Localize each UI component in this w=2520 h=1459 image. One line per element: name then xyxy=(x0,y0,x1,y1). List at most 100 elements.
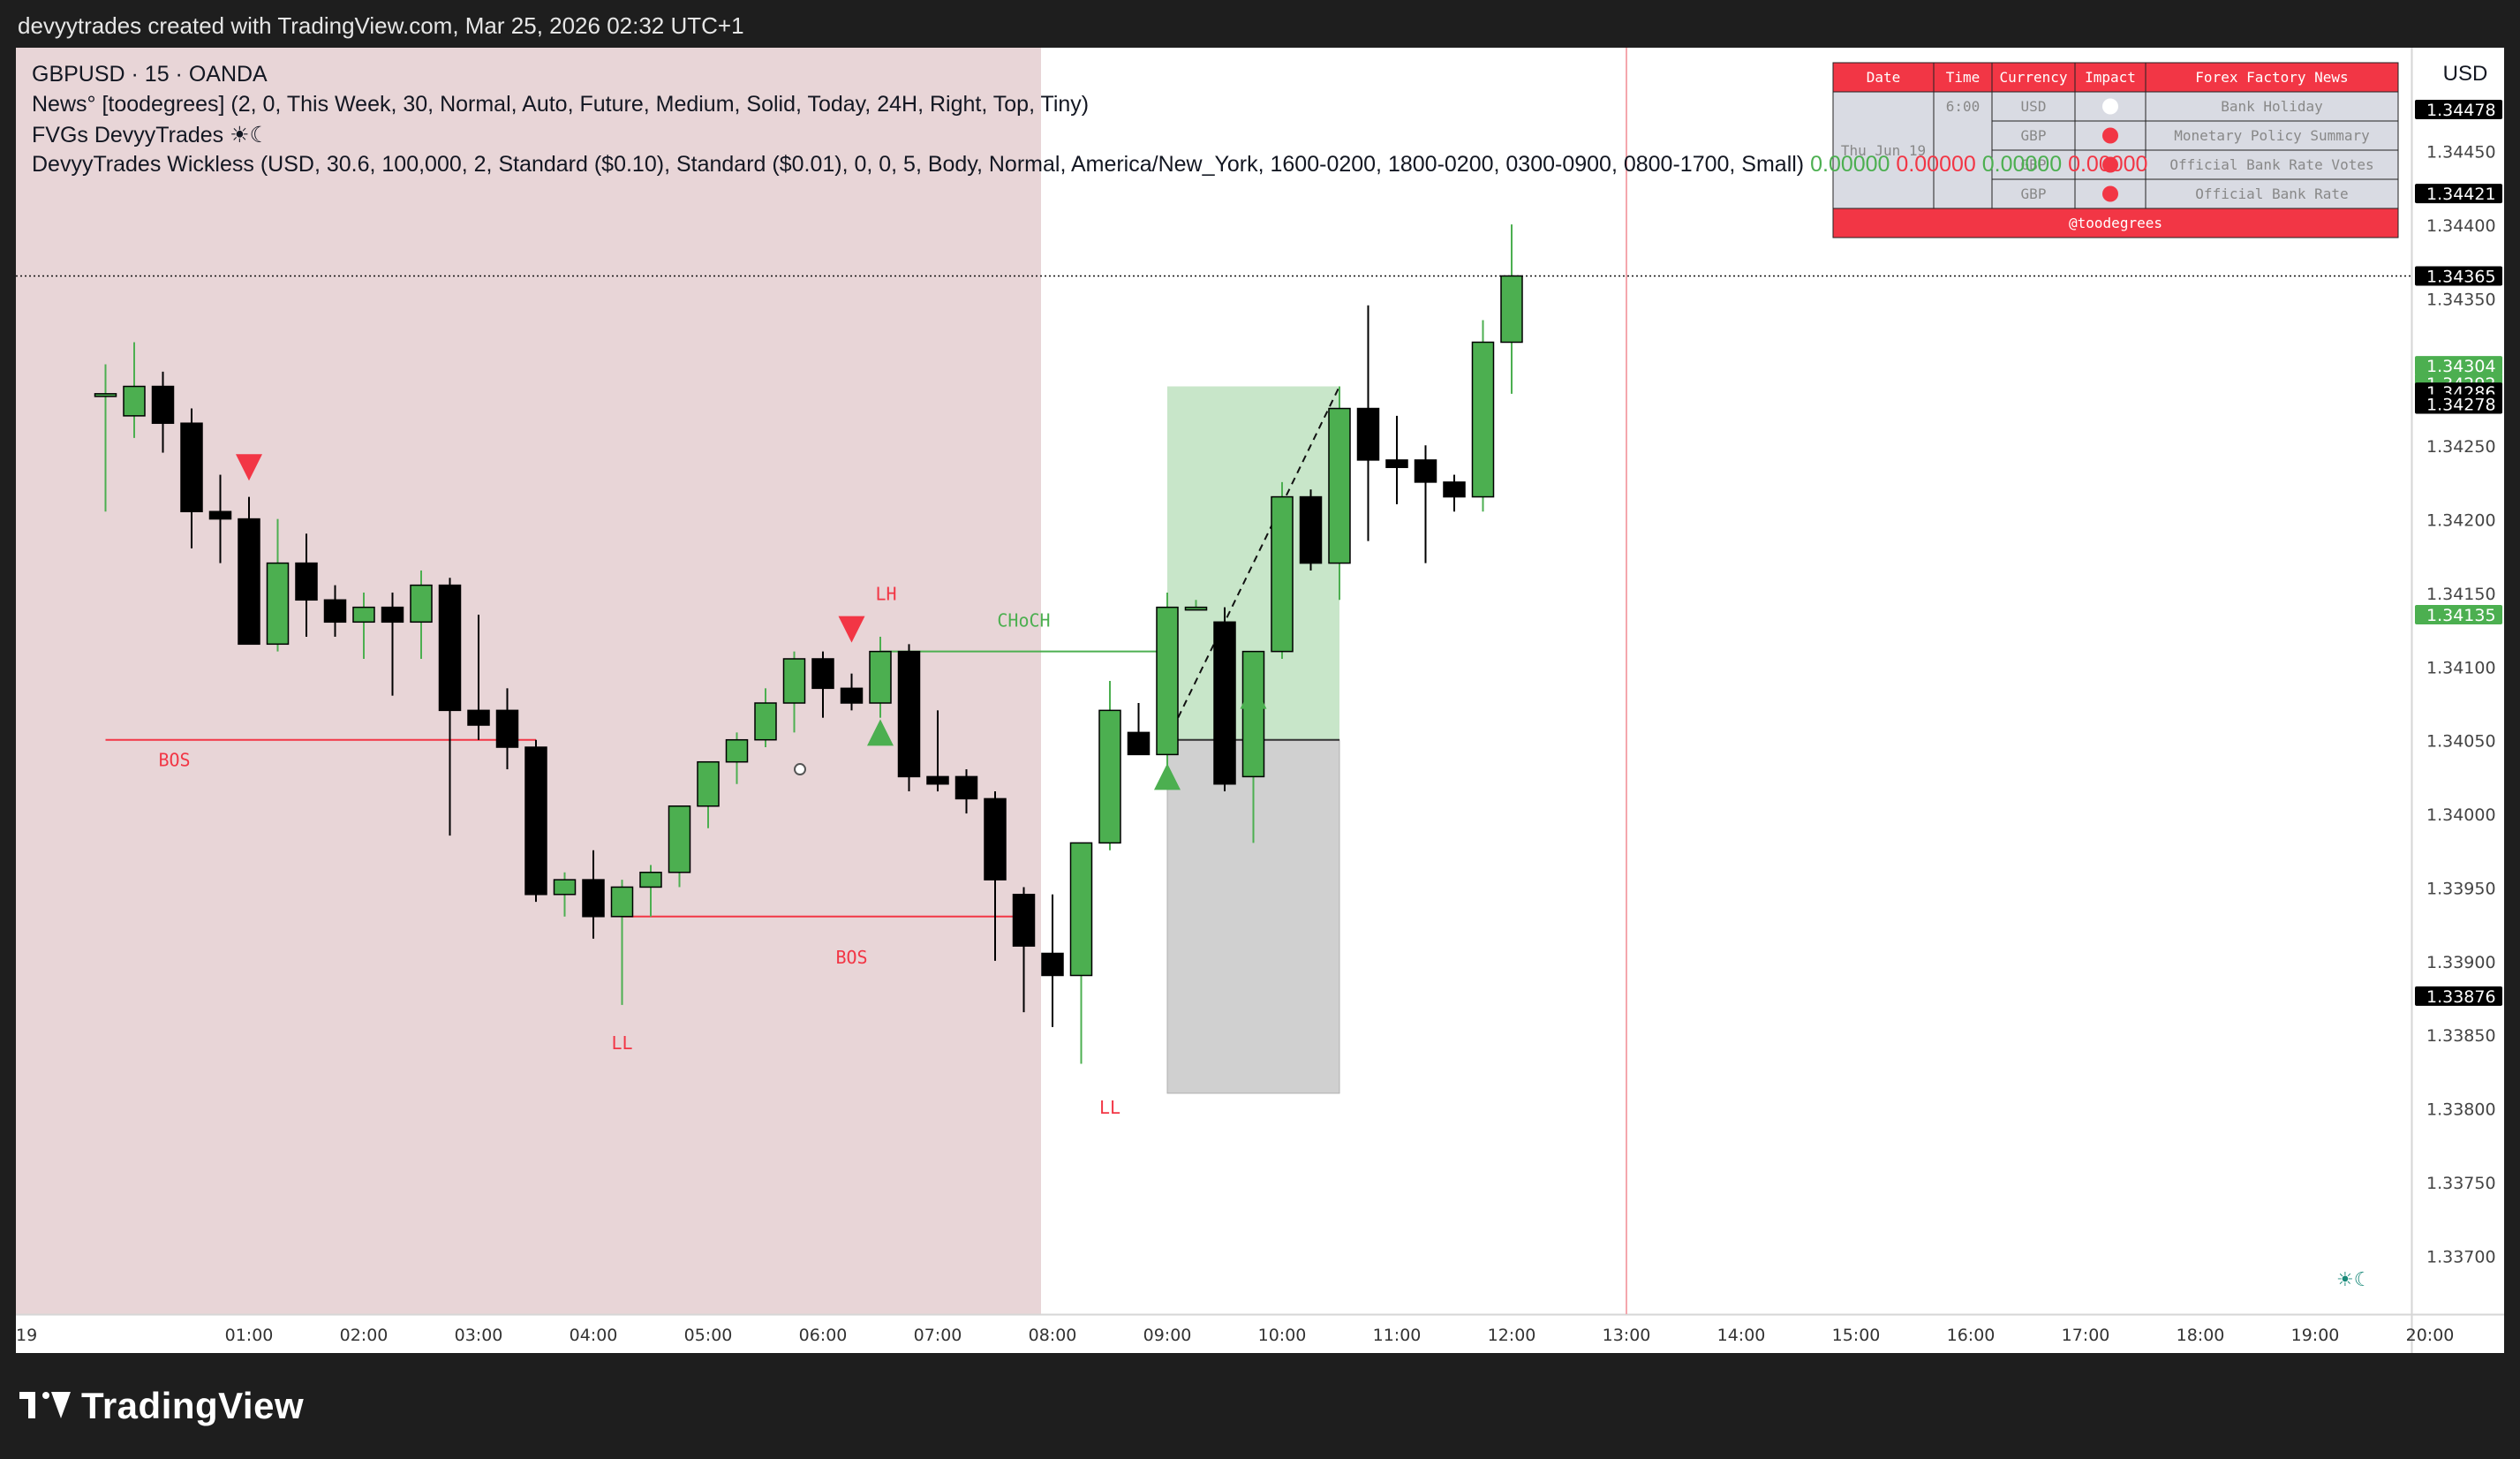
candle-body[interactable] xyxy=(582,879,605,918)
candle-body[interactable] xyxy=(553,879,577,896)
candle-body[interactable] xyxy=(1471,341,1495,498)
candle-body[interactable] xyxy=(1500,275,1523,344)
candle-body[interactable] xyxy=(840,687,864,704)
candle-body[interactable] xyxy=(897,650,921,778)
price-label-text: 1.34421 xyxy=(2426,185,2496,204)
legend-values: 0.00000 0.00000 0.00000 0.00000 xyxy=(1810,152,2147,177)
candle-body[interactable] xyxy=(1356,407,1380,461)
sell-signal-arrow xyxy=(236,454,262,481)
candle-body[interactable] xyxy=(1414,459,1437,483)
price-label-text: 1.34135 xyxy=(2426,606,2496,625)
news-table-header-text: Impact xyxy=(2085,69,2136,86)
candle-body[interactable] xyxy=(1385,459,1408,468)
candle-body[interactable] xyxy=(238,518,260,646)
legend-wickless-text: DevyyTrades Wickless (USD, 30.6, 100,000… xyxy=(32,152,1805,177)
candle-body[interactable] xyxy=(697,760,720,807)
candle-body[interactable] xyxy=(610,886,634,918)
candle-body[interactable] xyxy=(1069,842,1093,977)
y-tick-label: 1.34150 xyxy=(2426,585,2496,604)
candle-body[interactable] xyxy=(151,385,175,424)
candle-body[interactable] xyxy=(1299,495,1323,564)
y-tick-label: 1.33750 xyxy=(2426,1174,2496,1193)
candle-body[interactable] xyxy=(295,562,318,601)
chart-canvas[interactable]: BOS BOS CHoCH LH LL LL 1.33700 1.33750 1.33800 1.… xyxy=(16,48,2504,1353)
impact-dot-icon xyxy=(2102,127,2118,144)
candle-body[interactable] xyxy=(381,606,404,624)
y-tick-label: 1.33800 xyxy=(2426,1100,2496,1120)
x-tick-label: 19:00 xyxy=(2291,1326,2340,1345)
legend-news-indicator[interactable]: News° [toodegrees] (2, 0, This Week, 30,… xyxy=(32,92,1090,117)
y-tick-label: 1.33950 xyxy=(2426,879,2496,898)
tradingview-logo: TradingView xyxy=(19,1385,304,1427)
legend-fvg-indicator[interactable]: FVGs DevyyTrades ☀☾ xyxy=(32,123,269,147)
y-tick-label: 1.33700 xyxy=(2426,1247,2496,1266)
candle-body[interactable] xyxy=(1041,952,1064,977)
candle-body[interactable] xyxy=(1184,606,1208,611)
y-tick-label: 1.34050 xyxy=(2426,732,2496,752)
candle-body[interactable] xyxy=(639,872,662,888)
candle-body[interactable] xyxy=(352,606,375,624)
candle-body[interactable] xyxy=(94,393,117,397)
y-tick-label: 1.34000 xyxy=(2426,805,2496,825)
x-tick-label: 02:00 xyxy=(340,1326,389,1345)
candle-body[interactable] xyxy=(410,584,433,624)
structure-label-bos: BOS xyxy=(835,947,867,968)
y-tick-label: 1.34250 xyxy=(2426,437,2496,457)
bottom-bar xyxy=(0,1353,2520,1459)
candle-body[interactable] xyxy=(869,650,892,704)
news-table-currency-text: USD xyxy=(2021,98,2047,115)
candle-body[interactable] xyxy=(782,658,806,704)
news-table-event-text: Official Bank Rate xyxy=(2195,185,2348,202)
x-tick-label: 12:00 xyxy=(1488,1326,1536,1345)
candle-body[interactable] xyxy=(524,746,547,896)
buy-signal-arrow xyxy=(867,719,894,746)
news-table-time-text: 6:00 xyxy=(1946,98,1981,115)
legend-wickless-indicator[interactable]: DevyyTrades Wickless (USD, 30.6, 100,000… xyxy=(32,152,2147,178)
currency-button[interactable]: USD xyxy=(2442,62,2488,86)
candle-body[interactable] xyxy=(123,385,146,417)
candle-body[interactable] xyxy=(1012,894,1036,947)
news-table-cell xyxy=(1991,91,2076,122)
candle-body[interactable] xyxy=(266,562,290,646)
candle-body[interactable] xyxy=(1328,407,1351,564)
news-table-header-cell xyxy=(2145,62,2399,93)
candle-body[interactable] xyxy=(1156,606,1179,756)
candle-body[interactable] xyxy=(725,738,749,763)
news-table-cell xyxy=(2145,149,2399,180)
candle-body[interactable] xyxy=(208,510,232,520)
candle-body[interactable] xyxy=(1098,709,1121,844)
chart-frame[interactable]: BOS BOS CHoCH LH LL LL 1.33700 1.33750 1.33800 1.… xyxy=(16,48,2504,1353)
x-tick-label: 16:00 xyxy=(1947,1326,1996,1345)
news-table-event-text: Bank Holiday xyxy=(2221,98,2323,115)
candle-body[interactable] xyxy=(926,775,949,785)
legend-value-3: 0.00000 xyxy=(2062,152,2148,177)
news-table-footer xyxy=(1832,208,2399,238)
candle-body[interactable] xyxy=(1213,621,1236,785)
legend-symbol[interactable]: GBPUSD · 15 · OANDA xyxy=(32,62,268,87)
price-label-text: 1.34278 xyxy=(2426,396,2496,415)
x-tick-label: 08:00 xyxy=(1029,1326,1077,1345)
candle-body[interactable] xyxy=(1127,731,1151,756)
candle-body[interactable] xyxy=(811,658,834,690)
candle-body[interactable] xyxy=(438,584,462,712)
candle-body[interactable] xyxy=(180,422,203,512)
structure-label-ll: LL xyxy=(1099,1097,1120,1118)
candle-body[interactable] xyxy=(1241,650,1265,778)
price-label-badge xyxy=(2415,356,2502,376)
candle-body[interactable] xyxy=(984,798,1007,881)
candle-body[interactable] xyxy=(1443,481,1466,498)
y-tick-label: 1.34200 xyxy=(2426,511,2496,531)
candle-body[interactable] xyxy=(668,805,691,873)
structure-label-ll: LL xyxy=(611,1032,632,1054)
sell-signal-arrow xyxy=(838,616,865,643)
candle-body[interactable] xyxy=(495,709,519,748)
candle-body[interactable] xyxy=(754,702,777,741)
top-bar: devyytrades created with TradingView.com… xyxy=(0,0,2520,48)
candle-body[interactable] xyxy=(323,599,347,624)
candle-body[interactable] xyxy=(954,775,978,800)
x-tick-label: 15:00 xyxy=(1832,1326,1881,1345)
news-table-header-text: Forex Factory News xyxy=(2195,69,2348,86)
candle-body[interactable] xyxy=(467,709,490,726)
alert-circle-icon[interactable] xyxy=(794,763,806,776)
candle-body[interactable] xyxy=(1271,495,1294,653)
